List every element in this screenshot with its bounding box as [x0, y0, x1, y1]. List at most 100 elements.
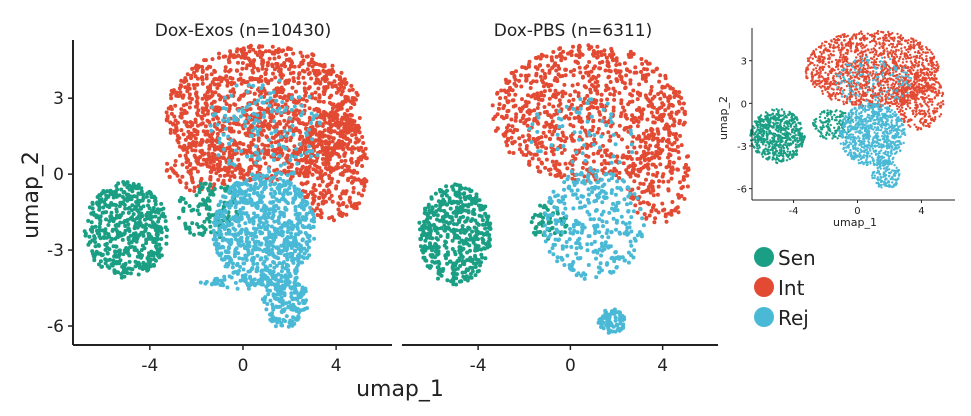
point-int	[251, 47, 256, 52]
point-sen	[467, 233, 472, 237]
point-int	[234, 122, 239, 127]
point-int	[173, 103, 178, 108]
point-int	[649, 208, 654, 213]
point-int	[617, 62, 622, 67]
point-sen	[132, 226, 137, 231]
point-int	[172, 170, 177, 175]
point-int	[567, 116, 571, 121]
point-int	[348, 99, 353, 104]
point-rej	[237, 187, 242, 192]
point-int	[609, 46, 614, 51]
point-sen	[208, 224, 213, 229]
point-rej	[243, 221, 248, 226]
point-int	[571, 124, 576, 129]
point-rej	[300, 223, 305, 228]
point-int	[165, 168, 170, 172]
point-int	[543, 74, 548, 79]
point-int	[567, 99, 572, 104]
point-int	[676, 94, 681, 99]
point-int	[249, 157, 254, 162]
point-rej	[219, 210, 224, 215]
point-int	[657, 179, 662, 184]
point-int	[236, 166, 241, 171]
point-int	[169, 111, 174, 116]
point-rej	[231, 191, 235, 196]
point-int	[184, 120, 189, 125]
point-int	[291, 76, 296, 81]
point-rej	[242, 275, 247, 280]
point-int	[344, 204, 349, 209]
point-int	[649, 85, 654, 89]
point-int	[316, 202, 321, 207]
point-sen	[93, 224, 98, 229]
point-int	[660, 84, 665, 89]
point-sen	[196, 225, 201, 229]
point-int	[312, 183, 317, 187]
point-rej	[262, 114, 266, 119]
point-rej	[266, 215, 271, 220]
point-int	[306, 170, 311, 175]
point-int	[557, 169, 562, 174]
point-int	[211, 117, 216, 122]
point-sen	[177, 198, 182, 203]
point-sen	[135, 225, 140, 230]
point-sen	[159, 237, 164, 241]
point-rej	[293, 155, 298, 159]
point-rej	[274, 197, 279, 202]
point-int	[523, 99, 528, 104]
point-int	[518, 142, 523, 147]
point-sen	[107, 219, 112, 224]
point-sen	[453, 190, 458, 195]
point-rej	[287, 128, 292, 133]
point-int	[558, 137, 563, 142]
point-sen	[472, 225, 477, 230]
point-int	[264, 134, 269, 139]
point-sen	[127, 259, 132, 264]
point-int	[348, 139, 353, 144]
point-rej	[307, 94, 312, 99]
point-rej	[271, 152, 276, 157]
point-int	[556, 91, 561, 96]
point-int	[233, 167, 238, 172]
point-sen	[98, 259, 103, 264]
point-sen	[94, 215, 99, 220]
point-rej	[293, 205, 298, 209]
point-rej	[280, 323, 285, 328]
point-int	[577, 45, 582, 49]
point-int	[212, 77, 217, 81]
point-int	[274, 124, 279, 129]
point-rej	[260, 83, 265, 88]
point-rej	[220, 257, 225, 262]
point-rej	[292, 104, 297, 109]
point-int	[658, 162, 663, 167]
point-int	[627, 55, 632, 59]
point-rej	[263, 274, 268, 279]
point-int	[288, 71, 293, 76]
point-int	[327, 196, 332, 201]
point-sen	[117, 230, 122, 235]
point-int	[188, 100, 193, 105]
point-int	[284, 122, 289, 127]
point-int	[309, 60, 314, 65]
point-int	[517, 106, 522, 111]
point-int	[644, 216, 649, 221]
point-int	[565, 166, 570, 171]
point-int	[334, 73, 339, 78]
point-int	[522, 121, 527, 126]
point-int	[218, 159, 222, 164]
point-int	[314, 132, 319, 137]
point-int	[307, 115, 312, 120]
point-rej	[259, 200, 264, 205]
point-int	[320, 179, 325, 184]
point-rej	[282, 180, 287, 185]
point-int	[303, 93, 308, 98]
point-rej	[286, 305, 291, 310]
point-rej	[217, 232, 222, 236]
point-int	[595, 91, 600, 96]
point-int	[535, 91, 540, 96]
point-rej	[274, 98, 279, 103]
point-int	[213, 90, 218, 95]
point-int	[206, 87, 211, 92]
point-rej	[219, 251, 224, 256]
point-rej	[243, 245, 248, 250]
